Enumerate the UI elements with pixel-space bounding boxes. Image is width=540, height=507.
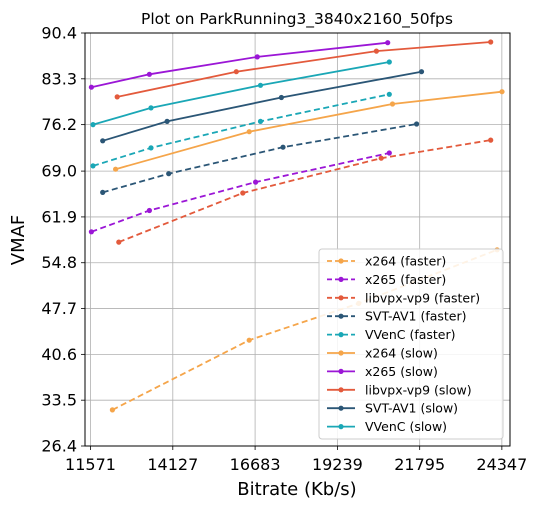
legend-label: libvpx-vp9 (slow) (365, 382, 472, 397)
legend-label: SVT-AV1 (faster) (365, 309, 467, 324)
legend-marker (338, 258, 343, 263)
data-point (379, 156, 384, 161)
data-point (258, 83, 263, 88)
data-point (89, 229, 94, 234)
data-point (387, 150, 392, 155)
data-point (414, 121, 419, 126)
y-tick-label: 90.4 (41, 24, 77, 43)
data-point (240, 190, 245, 195)
data-point (387, 59, 392, 64)
series-x264-slow (113, 89, 505, 172)
x-tick-label: 21795 (394, 455, 445, 474)
x-axis-label: Bitrate (Kb/s) (237, 479, 356, 500)
data-point (165, 119, 170, 124)
data-point (247, 338, 252, 343)
legend-label: x265 (faster) (365, 272, 446, 287)
series-svt-av1-slow (100, 69, 424, 143)
legend-label: VVenC (faster) (365, 327, 456, 342)
data-point (488, 138, 493, 143)
x-tick-label: 14127 (147, 455, 198, 474)
series-line (91, 43, 387, 87)
series-line (119, 140, 491, 242)
data-point (374, 49, 379, 54)
x-tick-label: 24347 (476, 455, 527, 474)
legend-marker (338, 314, 343, 319)
data-point (279, 95, 284, 100)
data-point (148, 105, 153, 110)
data-point (89, 85, 94, 90)
legend-label: x265 (slow) (365, 364, 438, 379)
data-point (147, 208, 152, 213)
chart-title: Plot on ParkRunning3_3840x2160_50fps (141, 10, 453, 29)
data-point (419, 69, 424, 74)
legend-marker (338, 332, 343, 337)
legend-marker (338, 406, 343, 411)
legend-marker (338, 369, 343, 374)
legend-marker (338, 350, 343, 355)
data-point (387, 92, 392, 97)
data-point (255, 54, 260, 59)
series-line (117, 42, 491, 97)
data-point (247, 129, 252, 134)
legend-label: SVT-AV1 (slow) (365, 401, 458, 416)
series-x265-slow (89, 40, 391, 90)
data-point (258, 119, 263, 124)
data-point (385, 40, 390, 45)
data-point (100, 190, 105, 195)
legend-label: libvpx-vp9 (faster) (365, 290, 480, 305)
data-point (166, 171, 171, 176)
legend-label: VVenC (slow) (365, 419, 447, 434)
data-point (90, 122, 95, 127)
y-tick-label: 26.4 (41, 437, 77, 456)
legend-marker (338, 424, 343, 429)
data-point (116, 240, 121, 245)
y-axis-label: VMAF (8, 215, 29, 266)
y-tick-label: 61.9 (41, 207, 77, 226)
data-point (100, 138, 105, 143)
x-tick-label: 16683 (230, 455, 281, 474)
y-tick-label: 47.7 (41, 299, 77, 318)
x-tick-label: 19239 (312, 455, 363, 474)
legend-label: x264 (faster) (365, 254, 446, 269)
y-tick-label: 83.3 (41, 69, 77, 88)
legend-marker (338, 295, 343, 300)
data-point (147, 72, 152, 77)
y-tick-label: 40.6 (41, 345, 77, 364)
legend-marker (338, 277, 343, 282)
legend-marker (338, 387, 343, 392)
series-svt-av1-faster (100, 121, 419, 195)
data-point (115, 94, 120, 99)
x-tick-label: 11571 (65, 455, 116, 474)
data-point (90, 163, 95, 168)
data-point (390, 101, 395, 106)
legend: x264 (faster) x265 (faster) libvpx-vp9 (fa… (319, 249, 503, 439)
data-point (148, 145, 153, 150)
data-point (253, 180, 258, 185)
y-tick-label: 76.2 (41, 115, 77, 134)
legend-label: x264 (slow) (365, 346, 438, 361)
data-point (280, 145, 285, 150)
y-tick-label: 33.5 (41, 391, 77, 410)
data-point (499, 89, 504, 94)
data-point (234, 69, 239, 74)
data-point (488, 39, 493, 44)
data-point (113, 167, 118, 172)
y-tick-label: 54.8 (41, 253, 77, 272)
y-tick-label: 69.0 (41, 162, 77, 181)
data-point (110, 407, 115, 412)
series-libvpx-vp9-slow (115, 39, 494, 99)
